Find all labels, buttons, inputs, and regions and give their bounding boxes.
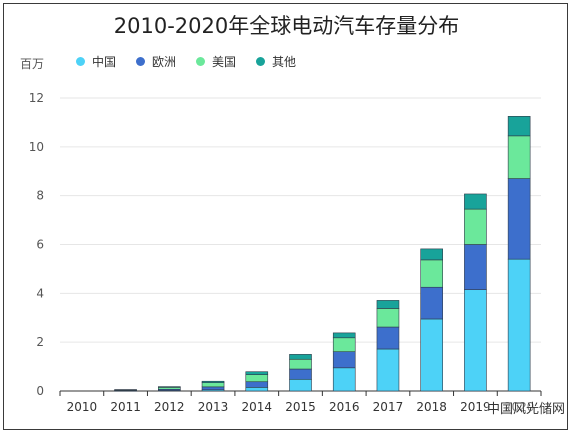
legend-swatch-china: [76, 57, 85, 66]
bar-segment-usa: [464, 208, 487, 245]
legend-item-usa: 美国: [196, 53, 236, 70]
bar-segment-europe: [464, 244, 487, 290]
bar-segment-other: [245, 371, 269, 375]
legend-label-usa: 美国: [212, 55, 237, 69]
bar-segment-china: [376, 348, 400, 392]
bar-segment-usa: [245, 374, 269, 383]
bar-segment-other: [376, 300, 400, 309]
legend-item-europe: 欧洲: [136, 53, 176, 70]
y-tick-label: 4: [36, 286, 44, 300]
x-tick-label: 2013: [198, 400, 229, 414]
legend-label-other: 其他: [272, 55, 297, 69]
bar-segment-china: [332, 367, 356, 392]
bar-segment-other: [464, 193, 487, 210]
bar-segment-usa: [201, 382, 225, 388]
bar-segment-china: [245, 387, 269, 392]
x-tick-label: 2020: [504, 400, 535, 414]
bar-segment-europe: [245, 381, 269, 388]
legend-swatch-other: [256, 57, 266, 66]
legend-item-china: 中国: [76, 53, 116, 70]
x-tick-label: 2011: [110, 400, 141, 414]
legend-swatch-europe: [136, 57, 146, 66]
bar-segment-other: [507, 116, 531, 137]
bar-segment-usa: [420, 259, 443, 288]
bar-segment-other: [289, 354, 312, 360]
bar-segment-europe: [289, 368, 312, 380]
y-tick-label: 12: [29, 91, 44, 105]
bar-segment-other: [332, 332, 356, 339]
bar-segment-china: [289, 378, 312, 392]
y-tick-label: 8: [36, 189, 44, 203]
legend-swatch-usa: [196, 57, 206, 66]
chart-legend: 中国 欧洲 美国 其他: [76, 53, 296, 70]
bar-segment-other: [201, 380, 225, 383]
bar-segment-other: [114, 389, 137, 391]
y-axis-unit-label: 百万: [20, 57, 45, 71]
x-tick-label: 2017: [373, 400, 404, 414]
y-tick-label: 0: [36, 384, 44, 398]
bar-segment-china: [420, 318, 443, 392]
chart-frame: [3, 3, 568, 430]
x-tick-label: 2015: [285, 400, 316, 414]
watermark: 中国风光储网: [487, 402, 566, 417]
legend-label-china: 中国: [92, 55, 117, 69]
y-tick-label: 10: [29, 140, 44, 154]
bar-segment-other: [420, 248, 443, 261]
y-tick-label: 6: [36, 238, 44, 252]
x-tick-label: 2012: [154, 400, 185, 414]
x-tick-label: 2010: [67, 400, 98, 414]
x-tick-label: 2019: [460, 400, 491, 414]
x-tick-label: 2016: [329, 400, 360, 414]
bar-segment-usa: [289, 358, 312, 370]
x-tick-label: 2018: [416, 400, 447, 414]
bar-segment-china: [464, 289, 487, 392]
bar-segment-europe: [201, 386, 225, 391]
bar-segment-europe: [507, 178, 531, 260]
legend-item-other: 其他: [256, 53, 296, 70]
y-tick-label: 2: [36, 335, 44, 349]
chart-title: 2010-2020年全球电动汽车存量分布: [113, 14, 460, 38]
bar-segment-other: [158, 386, 181, 388]
bar-segment-usa: [507, 135, 531, 179]
legend-label-europe: 欧洲: [152, 55, 177, 69]
bar-segment-china: [507, 258, 531, 392]
bar-segment-europe: [420, 286, 443, 320]
bar-segment-europe: [332, 351, 356, 369]
x-tick-label: 2014: [241, 400, 272, 414]
bar-segment-usa: [376, 308, 400, 328]
bar-segment-europe: [376, 326, 400, 350]
bar-segment-usa: [332, 337, 356, 352]
